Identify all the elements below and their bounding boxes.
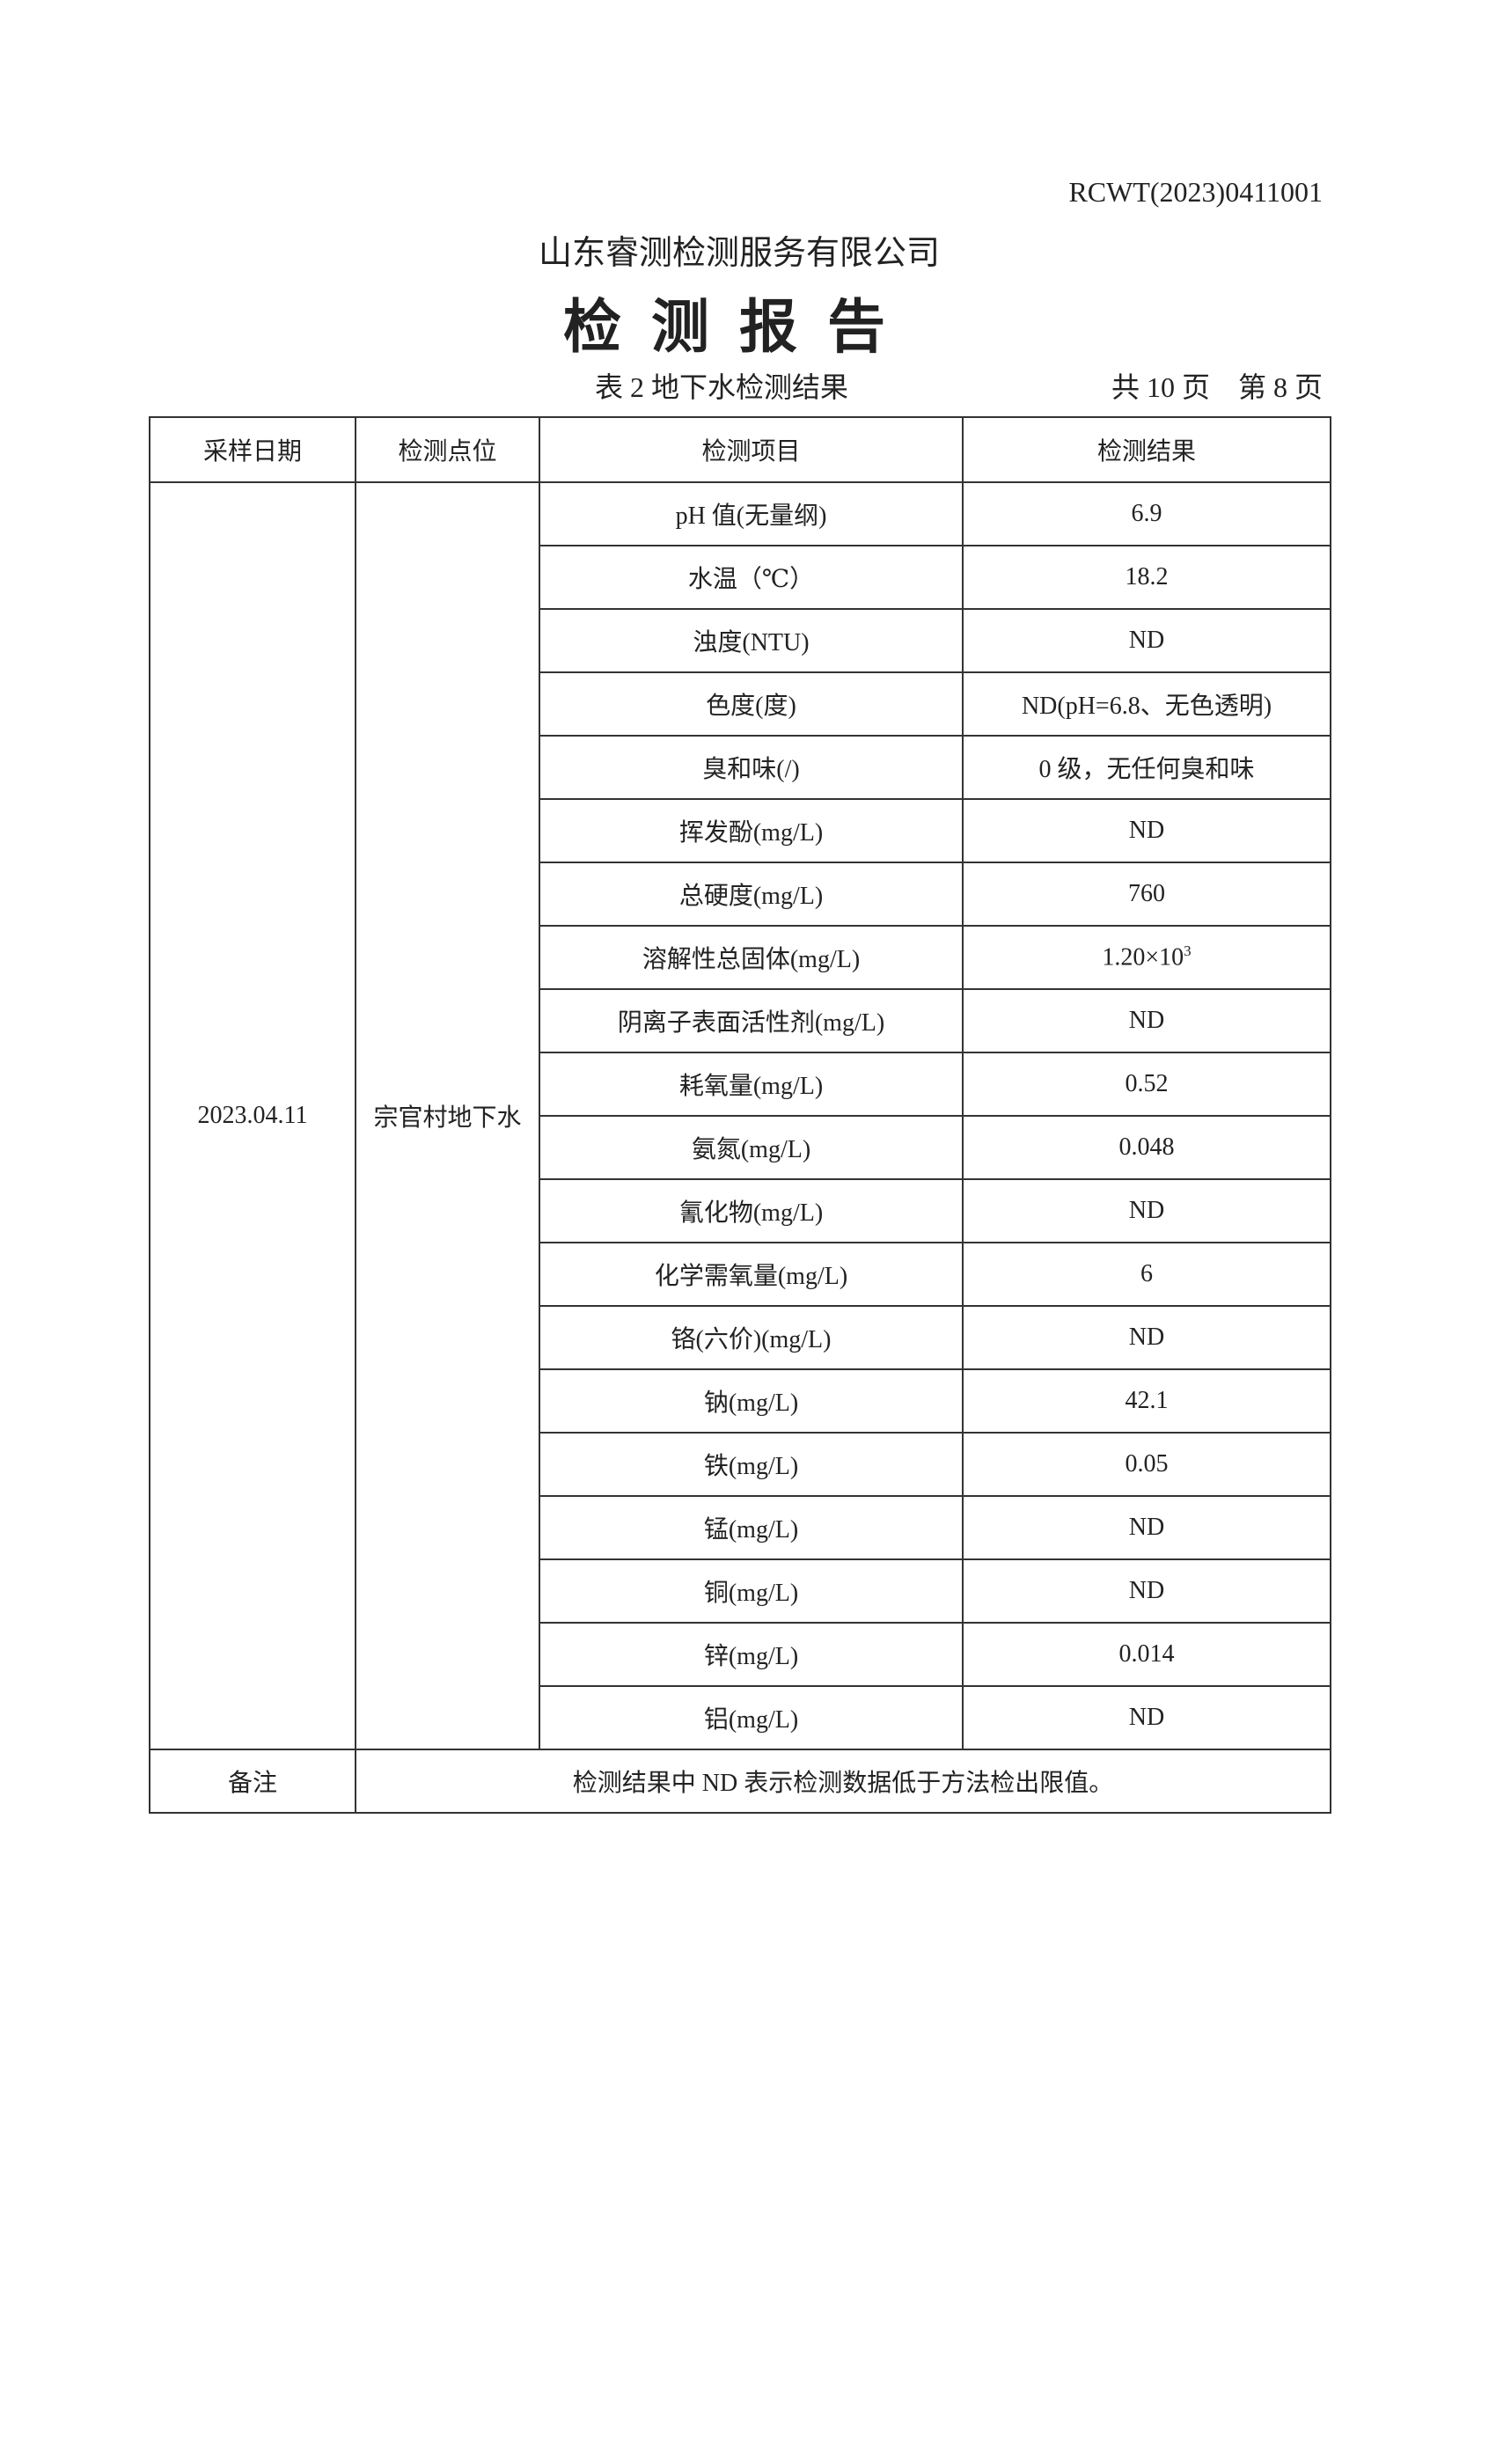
header-cell: 检测点位 [355, 416, 540, 483]
table-row: 阴离子表面活性剂(mg/L) ND [150, 988, 1331, 1053]
result-value: 760 [1128, 880, 1165, 907]
table-row: 铜(mg/L) ND [150, 1558, 1331, 1624]
table-row: 锌(mg/L) 0.014 [150, 1622, 1331, 1687]
table-row: 铁(mg/L) 0.05 [150, 1432, 1331, 1497]
page-info: 共 10 页 第 8 页 [1111, 371, 1323, 403]
result-value: ND [1128, 1577, 1165, 1604]
test-item: 阴离子表面活性剂(mg/L) [539, 988, 964, 1053]
company-name: 山东睿测检测服务有限公司 [538, 235, 940, 272]
result-value: 0.014 [1118, 1640, 1175, 1668]
table-row: 总硬度(mg/L) 760 [150, 862, 1331, 927]
result-value: 42.1 [1125, 1387, 1169, 1414]
test-result: ND [962, 1495, 1331, 1560]
table-row: 锰(mg/L) ND [150, 1495, 1331, 1560]
table-row: 2023.04.11 宗官村地下水 pH 值(无量纲) 6.9 [149, 481, 1331, 1750]
result-value: ND [1128, 1197, 1165, 1224]
result-value: ND [1128, 1514, 1165, 1541]
remark-text: 检测结果中 ND 表示检测数据低于方法检出限值。 [355, 1749, 1331, 1814]
test-result: 760 [962, 862, 1331, 927]
report-title: 检测报告 [563, 293, 915, 361]
table-row: 氰化物(mg/L) ND [150, 1178, 1331, 1243]
result-value: ND [1128, 1007, 1165, 1034]
test-result: ND [962, 1178, 1331, 1243]
table-row: 钠(mg/L) 42.1 [150, 1368, 1331, 1434]
table-row: 铬(六价)(mg/L) ND [150, 1305, 1331, 1370]
table-row: 氨氮(mg/L) 0.048 [150, 1115, 1331, 1180]
table-row: 化学需氧量(mg/L) 6 [150, 1242, 1331, 1307]
test-item: 锰(mg/L) [539, 1495, 964, 1560]
header-cell: 检测结果 [962, 416, 1331, 483]
test-item: 铁(mg/L) [539, 1432, 964, 1497]
remark-label: 备注 [149, 1749, 356, 1814]
test-result: 6 [962, 1242, 1331, 1307]
test-result: ND [962, 1305, 1331, 1370]
test-item: 锌(mg/L) [539, 1622, 964, 1687]
table-row: 臭和味(/) 0 级，无任何臭和味 [150, 735, 1331, 800]
test-result: ND [962, 798, 1331, 863]
test-item: pH 值(无量纲) [539, 481, 964, 546]
test-result: 18.2 [962, 545, 1331, 610]
test-result: 0 级，无任何臭和味 [962, 735, 1331, 800]
result-value: 6 [1140, 1260, 1153, 1287]
test-result: 0.014 [962, 1622, 1331, 1687]
test-result: 1.20×103 [962, 925, 1331, 990]
table-header-row: 采样日期 检测点位 检测项目 检测结果 [149, 416, 1331, 483]
result-value: 0.05 [1125, 1450, 1169, 1478]
test-item: 挥发酚(mg/L) [539, 798, 964, 863]
result-value: 1.20×10 [1102, 943, 1184, 972]
table-row: 色度(度) ND(pH=6.8、无色透明) [150, 671, 1331, 737]
header-cell: 采样日期 [149, 416, 356, 483]
result-value: ND [1128, 1324, 1165, 1351]
test-result: 0.52 [962, 1052, 1331, 1117]
remark-row: 备注 检测结果中 ND 表示检测数据低于方法检出限值。 [149, 1749, 1331, 1814]
test-item: 铬(六价)(mg/L) [539, 1305, 964, 1370]
test-item: 耗氧量(mg/L) [539, 1052, 964, 1117]
test-result: ND [962, 1558, 1331, 1624]
test-item: 色度(度) [539, 671, 964, 737]
result-value: 6.9 [1131, 500, 1162, 527]
table-caption: 表 2 地下水检测结果 [595, 371, 849, 403]
result-exponent: 3 [1184, 942, 1192, 960]
result-value: 18.2 [1125, 563, 1169, 590]
table-row: 铝(mg/L) ND [150, 1685, 1331, 1750]
table-row: 耗氧量(mg/L) 0.52 [150, 1052, 1331, 1117]
result-value: ND [1128, 1704, 1165, 1731]
test-result: ND [962, 988, 1331, 1053]
sampling-location: 宗官村地下水 [355, 481, 540, 1750]
report-number: RCWT(2023)0411001 [1068, 176, 1323, 208]
result-value: ND [1128, 627, 1165, 654]
test-result: 42.1 [962, 1368, 1331, 1434]
result-value: 0 级，无任何臭和味 [1038, 756, 1255, 783]
results-table: 采样日期 检测点位 检测项目 检测结果 2023.04.11 宗官村地下水 pH 值… [149, 416, 1331, 1814]
header-cell: 检测项目 [539, 416, 964, 483]
test-result: ND(pH=6.8、无色透明) [962, 671, 1331, 737]
table-row: 水温（℃） 18.2 [150, 545, 1331, 610]
result-value: 0.52 [1125, 1070, 1169, 1097]
test-item: 溶解性总固体(mg/L) [539, 925, 964, 990]
result-value: 0.048 [1118, 1133, 1175, 1161]
table-row: 溶解性总固体(mg/L) 1.20×103 [150, 925, 1331, 990]
test-item: 氨氮(mg/L) [539, 1115, 964, 1180]
test-result: 0.05 [962, 1432, 1331, 1497]
test-item: 铝(mg/L) [539, 1685, 964, 1750]
test-result: ND [962, 1685, 1331, 1750]
test-item: 铜(mg/L) [539, 1558, 964, 1624]
test-result: ND [962, 608, 1331, 673]
test-result: 6.9 [962, 481, 1331, 546]
table-row: 浊度(NTU) ND [150, 608, 1331, 673]
test-result: 0.048 [962, 1115, 1331, 1180]
test-item: 化学需氧量(mg/L) [539, 1242, 964, 1307]
result-value: ND(pH=6.8、无色透明) [1021, 693, 1272, 720]
test-item: 钠(mg/L) [539, 1368, 964, 1434]
table-row: 挥发酚(mg/L) ND [150, 798, 1331, 863]
result-value: ND [1128, 817, 1165, 844]
sampling-date: 2023.04.11 [149, 481, 356, 1750]
test-item: 总硬度(mg/L) [539, 862, 964, 927]
test-item: 水温（℃） [539, 545, 964, 610]
test-item: 氰化物(mg/L) [539, 1178, 964, 1243]
test-item: 臭和味(/) [539, 735, 964, 800]
test-item: 浊度(NTU) [539, 608, 964, 673]
